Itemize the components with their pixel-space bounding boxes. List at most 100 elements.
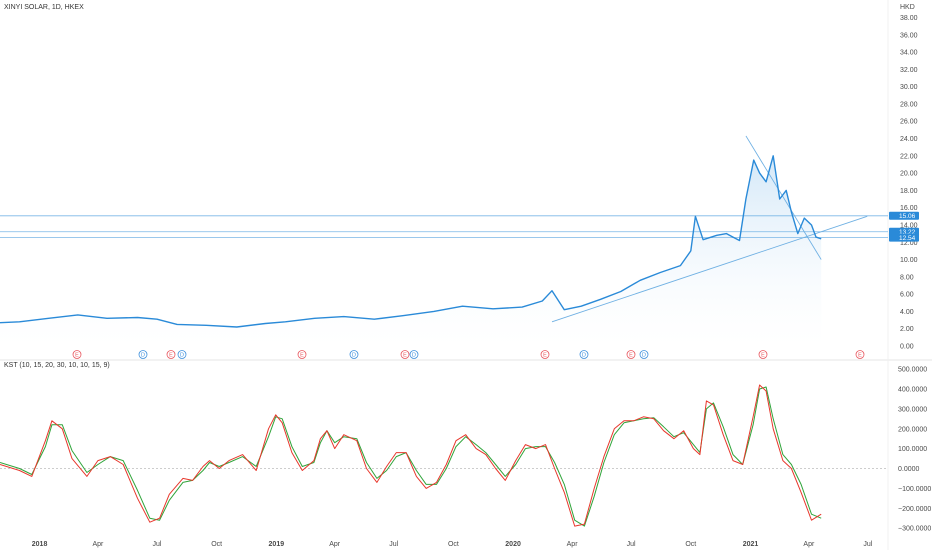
dividend-marker[interactable]: D	[409, 350, 419, 359]
price-tick-label: 2.00	[900, 326, 914, 333]
dividend-marker[interactable]: D	[579, 350, 589, 359]
time-tick-label: Oct	[685, 541, 696, 548]
price-tick-label: 0.00	[900, 344, 914, 351]
earnings-marker-letter: E	[403, 352, 407, 358]
dividend-marker-circle	[138, 350, 148, 359]
kst-signal-line	[0, 386, 822, 527]
earnings-marker-circle	[626, 350, 636, 359]
time-tick-label: 2018	[32, 541, 48, 548]
price-tick-label: 12.00	[900, 240, 918, 247]
earnings-marker[interactable]: E	[855, 350, 865, 359]
price-tick-label: 18.00	[900, 188, 918, 195]
earnings-marker-letter: E	[629, 352, 633, 358]
kst-panel-title: KST (10, 15, 20, 30, 10, 10, 15, 9)	[4, 362, 110, 369]
dividend-marker-circle	[639, 350, 649, 359]
time-tick-label: Jul	[627, 541, 636, 548]
kst-tick-label: 400.0000	[898, 387, 927, 394]
price-label-box	[889, 211, 919, 220]
kst-tick-label: 0.0000	[898, 466, 920, 473]
kst-tick-label: 100.0000	[898, 446, 927, 453]
dividend-marker-letter: D	[642, 352, 646, 358]
earnings-marker-circle	[758, 350, 768, 359]
price-area-layer	[0, 155, 822, 346]
time-tick-label: 2020	[505, 541, 521, 548]
dividend-marker[interactable]: D	[138, 350, 148, 359]
time-tick-label: Apr	[329, 541, 341, 548]
kst-tick-label: −300.0000	[898, 526, 931, 533]
earnings-marker-circle	[72, 350, 82, 359]
price-label: 15.06	[899, 213, 916, 220]
price-axis: 38.00 36.00 34.00 32.00 30.00 28.00 26.00 24.00…	[900, 15, 918, 351]
earnings-marker[interactable]: E	[166, 350, 176, 359]
earnings-marker-circle	[400, 350, 410, 359]
dividend-marker-circle	[409, 350, 419, 359]
time-tick-label: 2019	[269, 541, 285, 548]
time-tick-label: 2021	[743, 541, 759, 548]
earnings-marker[interactable]: E	[400, 350, 410, 359]
price-label: 13.22	[899, 229, 916, 236]
trendline[interactable]	[745, 135, 822, 260]
earnings-marker[interactable]: E	[540, 350, 550, 359]
price-line-layer	[0, 155, 822, 328]
kst-lines	[0, 384, 822, 527]
earnings-marker-letter: E	[761, 352, 765, 358]
price-tick-label: 34.00	[900, 50, 918, 57]
time-tick-label: Apr	[567, 541, 579, 548]
dividend-marker-letter: D	[141, 352, 145, 358]
price-tick-label: 32.00	[900, 67, 918, 74]
time-tick-label: Oct	[448, 541, 459, 548]
price-tick-label: 30.00	[900, 84, 918, 91]
kst-tick-label: 200.0000	[898, 426, 927, 433]
price-tick-label: 8.00	[900, 274, 914, 281]
price-tick-label: 20.00	[900, 171, 918, 178]
kst-tick-label: −200.0000	[898, 506, 931, 513]
earnings-marker[interactable]: E	[758, 350, 768, 359]
earnings-marker[interactable]: E	[626, 350, 636, 359]
time-tick-label: Jul	[389, 541, 398, 548]
dividend-marker-letter: D	[180, 352, 184, 358]
price-tick-label: 6.00	[900, 292, 914, 299]
dividend-marker-letter: D	[352, 352, 356, 358]
earnings-marker-circle	[166, 350, 176, 359]
price-tick-label: 26.00	[900, 119, 918, 126]
time-tick-label: Jul	[152, 541, 161, 548]
price-tick-label: 38.00	[900, 15, 918, 22]
time-tick-label: Jul	[863, 541, 872, 548]
kst-line	[0, 384, 822, 527]
chart-title: XINYI SOLAR, 1D, HKEX	[4, 4, 84, 11]
dividend-marker[interactable]: D	[349, 350, 359, 359]
kst-tick-label: 500.0000	[898, 367, 927, 374]
price-tick-label: 36.00	[900, 32, 918, 39]
dividend-marker[interactable]: D	[177, 350, 187, 359]
price-tick-label: 10.00	[900, 257, 918, 264]
earnings-marker-letter: E	[543, 352, 547, 358]
earnings-marker-letter: E	[169, 352, 173, 358]
dividend-marker[interactable]: D	[639, 350, 649, 359]
price-tick-label: 24.00	[900, 136, 918, 143]
price-tick-label: 4.00	[900, 309, 914, 316]
time-axis: 2018 Apr Jul Oct 2019 Apr Jul Oct 2020 Apr Jul Oct 2…	[32, 541, 873, 548]
earnings-marker-circle	[540, 350, 550, 359]
earnings-marker-circle	[855, 350, 865, 359]
earnings-marker[interactable]: E	[72, 350, 82, 359]
earnings-marker[interactable]: E	[297, 350, 307, 359]
earnings-marker-circle	[297, 350, 307, 359]
time-tick-label: Oct	[211, 541, 222, 548]
time-tick-label: Apr	[92, 541, 104, 548]
price-area	[0, 155, 822, 346]
dividend-marker-letter: D	[412, 352, 416, 358]
dividend-marker-circle	[177, 350, 187, 359]
price-tick-label: 28.00	[900, 101, 918, 108]
price-label-box	[889, 233, 919, 242]
currency-label: HKD	[900, 4, 915, 11]
price-tick-label: 22.00	[900, 153, 918, 160]
price-tick-label: 14.00	[900, 222, 918, 229]
dividend-marker-letter: D	[582, 352, 586, 358]
dividend-marker-circle	[579, 350, 589, 359]
kst-axis: 500.0000 400.0000 300.0000 200.0000 100.0000…	[898, 367, 931, 533]
kst-tick-label: −100.0000	[898, 486, 931, 493]
earnings-marker-letter: E	[75, 352, 79, 358]
